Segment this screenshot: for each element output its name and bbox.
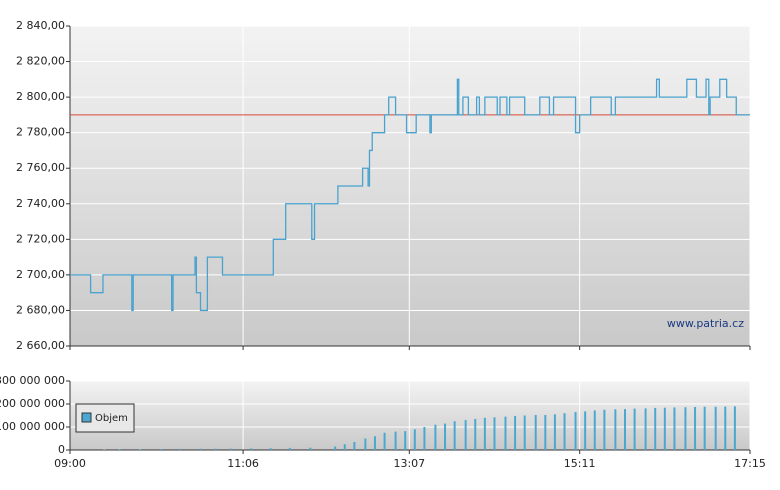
- volume-bar: [373, 436, 376, 450]
- volume-bar: [714, 406, 717, 450]
- legend-label: Objem: [95, 413, 128, 424]
- x-tick-label: 11:06: [227, 457, 259, 470]
- volume-bar: [464, 420, 467, 450]
- volume-bar: [514, 415, 517, 450]
- price-line: [70, 78, 750, 312]
- y-tick-label: 0: [58, 443, 65, 456]
- volume-bar: [563, 413, 566, 450]
- volume-bar: [334, 446, 337, 450]
- volume-bar: [288, 447, 291, 450]
- x-tick-label: 09:00: [54, 457, 86, 470]
- y-tick-label: 2 780,00: [16, 126, 65, 139]
- volume-bar: [724, 406, 727, 450]
- volume-bar: [523, 415, 526, 450]
- x-tick-label: 15:11: [564, 457, 596, 470]
- volume-bar: [364, 438, 367, 450]
- y-tick-label: 100 000 000: [0, 420, 65, 433]
- x-tick-label: 17:15: [734, 457, 766, 470]
- volume-bar: [584, 411, 587, 450]
- volume-bar: [214, 448, 217, 450]
- volume-bar: [383, 432, 386, 450]
- volume-bar: [504, 416, 507, 450]
- volume-bar: [394, 431, 397, 450]
- y-tick-label: 300 000 000: [0, 374, 65, 387]
- volume-bar: [553, 414, 556, 450]
- volume-bar: [269, 448, 272, 450]
- y-tick-label: 2 700,00: [16, 268, 65, 281]
- volume-bar: [603, 409, 606, 450]
- volume-bar: [434, 424, 437, 450]
- y-tick-label: 2 800,00: [16, 90, 65, 103]
- legend-swatch: [81, 412, 92, 423]
- volume-bar: [614, 409, 617, 450]
- volume-bar: [423, 427, 426, 450]
- volume-bar: [673, 407, 676, 450]
- volume-bar: [343, 444, 346, 450]
- volume-bar: [353, 441, 356, 450]
- volume-bar: [694, 406, 697, 450]
- volume-bar: [623, 409, 626, 450]
- volume-bar: [633, 408, 636, 450]
- volume-bar: [139, 449, 142, 450]
- volume-plot-area: [70, 381, 750, 450]
- y-tick-label: 2 720,00: [16, 232, 65, 245]
- volume-bar: [159, 449, 162, 450]
- volume-bar: [703, 406, 706, 450]
- volume-bar: [493, 417, 496, 450]
- price-plot-area: [70, 26, 750, 346]
- volume-bar: [199, 448, 202, 450]
- volume-bar: [250, 448, 253, 450]
- y-tick-label: 2 840,00: [16, 19, 65, 32]
- volume-bar: [593, 410, 596, 450]
- volume-bar: [574, 412, 577, 450]
- volume-bar: [644, 408, 647, 450]
- volume-bar: [229, 448, 232, 450]
- y-tick-label: 200 000 000: [0, 397, 65, 410]
- volume-bar: [178, 448, 181, 450]
- y-tick-label: 2 680,00: [16, 303, 65, 316]
- volume-bar: [444, 423, 447, 450]
- volume-bar: [453, 421, 456, 450]
- volume-bar: [544, 415, 547, 450]
- volume-bar: [413, 429, 416, 450]
- x-tick-label: 13:07: [393, 457, 425, 470]
- y-tick-label: 2 660,00: [16, 339, 65, 352]
- y-tick-label: 2 820,00: [16, 55, 65, 68]
- y-tick-label: 2 740,00: [16, 197, 65, 210]
- volume-bar: [309, 447, 312, 450]
- volume-bar: [404, 431, 407, 450]
- y-tick-label: 2 760,00: [16, 161, 65, 174]
- volume-bar: [733, 406, 736, 450]
- watermark: www.patria.cz: [667, 317, 744, 330]
- volume-bar: [534, 415, 537, 450]
- volume-bar: [684, 407, 687, 450]
- volume-bar: [118, 449, 121, 450]
- volume-bar: [483, 417, 486, 450]
- volume-bar: [663, 407, 666, 450]
- volume-bar: [474, 418, 477, 450]
- volume-bar: [654, 407, 657, 450]
